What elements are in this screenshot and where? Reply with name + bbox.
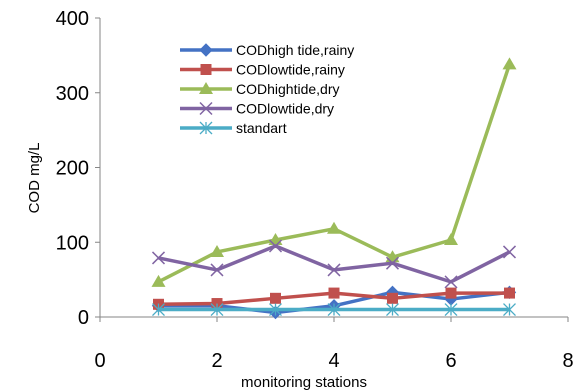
y-tick-label: 100 [56,232,89,254]
data-point [199,121,213,135]
data-point [210,303,224,316]
x-mark-stroke [502,245,517,259]
data-point [199,43,213,57]
y-tick-label: 0 [78,307,89,329]
x-mark-stroke [444,275,458,289]
y-tick-label: 200 [56,158,89,180]
legend-label: CODlowtide,rainy [236,62,345,78]
data-point [444,275,458,289]
legend-entry: standart [180,120,287,136]
data-point [445,287,457,299]
series-5 [152,303,516,316]
data-point [444,233,458,246]
data-point [502,57,517,70]
data-point [152,303,165,316]
data-point [200,64,212,75]
data-point [151,274,166,287]
x-tick-label: 0 [94,350,105,372]
data-point [151,251,166,265]
data-point [386,303,399,316]
data-point [199,82,213,94]
x-tick-label: 6 [445,350,456,372]
data-point [328,287,340,299]
x-mark-stroke [199,101,213,116]
legend-label: CODlowtide,dry [236,101,334,117]
legend-label: CODhightide,dry [236,81,340,97]
tick-labels: 0 100 200 300 400 0 2 4 6 8 [56,8,574,372]
data-point [199,101,213,116]
x-tick-label: 4 [328,350,339,372]
x-axis-title: monitoring stations [241,374,367,390]
legend: CODhigh tide,rainy CODlowtide,rainy CODhig… [180,42,354,136]
axes [95,17,569,322]
data-point [269,303,282,316]
data-point [327,221,341,234]
y-tick-label: 300 [56,83,89,105]
data-point [387,292,398,304]
x-tick-label: 8 [562,350,573,372]
data-point [210,263,224,277]
y-axis-title: COD mg/L [26,143,43,214]
data-point [385,256,400,270]
data-point [503,303,516,316]
x-mark-stroke [210,263,224,277]
series-4 [151,239,517,289]
x-tick-label: 2 [211,350,222,372]
data-point [504,287,515,299]
data-point [268,239,283,253]
legend-entry: CODhightide,dry [180,81,340,97]
legend-label: standart [236,120,287,136]
data-point [270,292,281,304]
x-mark-stroke [268,239,283,253]
data-point [210,244,224,257]
series-layer [151,57,517,320]
legend-entry: CODlowtide,rainy [180,62,345,78]
legend-entry: CODhigh tide,rainy [180,42,354,58]
y-tick-label: 400 [56,8,89,30]
data-point [327,263,341,277]
data-point [502,245,517,259]
legend-entry: CODlowtide,dry [180,101,334,117]
data-point [327,303,341,316]
x-mark-stroke [327,263,341,277]
data-point [444,303,458,316]
legend-label: CODhigh tide,rainy [236,42,354,58]
x-mark-stroke [151,251,166,265]
x-mark-stroke [385,256,400,270]
